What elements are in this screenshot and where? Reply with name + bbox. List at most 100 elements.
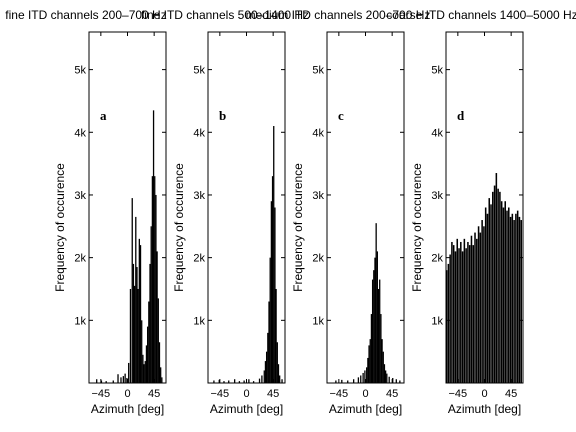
bar-16 bbox=[375, 223, 377, 383]
bar-6 bbox=[122, 376, 124, 383]
y-tick-label: 5k bbox=[431, 65, 443, 77]
bar-20 bbox=[481, 220, 483, 383]
bar-19 bbox=[379, 279, 381, 383]
bar-1 bbox=[341, 379, 343, 383]
bar-8 bbox=[366, 367, 368, 383]
panel-letter: b bbox=[219, 108, 226, 123]
panel-letter: a bbox=[100, 108, 107, 123]
bar-42 bbox=[520, 220, 522, 383]
bar-24 bbox=[384, 370, 387, 383]
bar-29 bbox=[399, 380, 401, 383]
y-tick-label: 4k bbox=[193, 127, 205, 139]
bar-1 bbox=[447, 263, 450, 383]
bar-31 bbox=[500, 201, 503, 383]
bar-31 bbox=[155, 194, 157, 383]
bar-4 bbox=[117, 374, 119, 383]
bar-35 bbox=[160, 367, 162, 383]
bar-3 bbox=[228, 380, 230, 383]
bar-18 bbox=[477, 226, 480, 383]
axes-frame bbox=[326, 31, 405, 384]
bar-0 bbox=[213, 380, 215, 383]
bar-25 bbox=[148, 301, 150, 383]
bar-23 bbox=[383, 364, 386, 383]
bar-28 bbox=[151, 176, 154, 383]
y-tick-label: 1k bbox=[431, 315, 443, 327]
bar-16 bbox=[474, 232, 476, 383]
bar-29 bbox=[152, 110, 155, 383]
bar-16 bbox=[269, 257, 271, 383]
bar-3 bbox=[112, 380, 114, 383]
y-tick-label: 1k bbox=[74, 315, 86, 327]
x-tick-label: −45 bbox=[330, 388, 349, 400]
bar-2 bbox=[347, 380, 349, 383]
x-tick-label: −45 bbox=[211, 388, 230, 400]
y-axis-label: Frequency of occurence bbox=[410, 163, 424, 292]
bar-7 bbox=[248, 379, 250, 383]
bar-28 bbox=[395, 379, 397, 383]
y-tick-label: 2k bbox=[193, 253, 205, 265]
bar-5 bbox=[360, 375, 362, 383]
bar-4 bbox=[452, 245, 455, 383]
bar-4 bbox=[234, 379, 236, 383]
bar-9 bbox=[128, 362, 130, 383]
bar-6 bbox=[243, 380, 245, 383]
bar-15 bbox=[472, 245, 475, 383]
bar-22 bbox=[144, 361, 146, 383]
bar-8 bbox=[460, 241, 462, 383]
bar-24 bbox=[146, 326, 149, 383]
bar-7 bbox=[458, 248, 460, 383]
bar-0 bbox=[446, 270, 448, 383]
bar-13 bbox=[265, 351, 268, 383]
bar-12 bbox=[264, 361, 267, 383]
bar-14 bbox=[267, 332, 269, 383]
bar-9 bbox=[367, 357, 369, 383]
y-tick-label: 3k bbox=[312, 190, 324, 202]
y-tick-label: 2k bbox=[74, 253, 86, 265]
bar-21 bbox=[275, 288, 277, 383]
bar-11 bbox=[369, 339, 371, 384]
bar-7 bbox=[124, 373, 126, 383]
x-axis-label: Azimuth [deg] bbox=[91, 402, 164, 416]
y-tick-label: 5k bbox=[193, 65, 205, 77]
bar-19 bbox=[141, 320, 143, 383]
bar-22 bbox=[484, 207, 487, 383]
panel-c: 1k 2k 3k 4k 5k −45 0 45 c Azimuth [deg] Frequency … bbox=[246, 8, 431, 416]
panel-d: 1k 2k 3k 4k 5k −45 0 45 d Azimuth [deg] Frequency … bbox=[386, 8, 576, 416]
bar-10 bbox=[261, 375, 263, 383]
bar-17 bbox=[270, 201, 273, 383]
bar-20 bbox=[274, 207, 276, 383]
x-axis-label: Azimuth [deg] bbox=[210, 402, 283, 416]
x-tick-label: 45 bbox=[386, 388, 398, 400]
bar-13 bbox=[468, 245, 471, 383]
bar-11 bbox=[263, 370, 265, 383]
x-tick-label: 45 bbox=[267, 388, 279, 400]
x-axis-label: Azimuth [deg] bbox=[329, 402, 402, 416]
bar-3 bbox=[353, 379, 355, 383]
bar-14 bbox=[373, 270, 375, 383]
bar-16 bbox=[137, 288, 139, 383]
bar-13 bbox=[371, 279, 374, 383]
bar-10 bbox=[368, 345, 370, 383]
panel-letter: d bbox=[457, 108, 465, 123]
bar-12 bbox=[370, 314, 373, 383]
y-axis-label: Frequency of occurence bbox=[291, 163, 305, 292]
bar-40 bbox=[516, 210, 519, 383]
bars bbox=[213, 126, 283, 384]
panel-title: coarse ITD channels 1400–5000 Hz bbox=[386, 8, 576, 22]
panel-title: medium ITD channels 200–700 Hz bbox=[246, 8, 431, 22]
y-tick-label: 2k bbox=[431, 253, 443, 265]
bar-14 bbox=[135, 216, 137, 383]
bar-25 bbox=[281, 379, 283, 383]
bar-34 bbox=[506, 210, 508, 383]
bar-1 bbox=[218, 379, 220, 383]
bar-12 bbox=[467, 241, 469, 383]
x-tick-label: −45 bbox=[449, 388, 468, 400]
bar-3 bbox=[451, 241, 453, 383]
bar-9 bbox=[258, 378, 261, 383]
bar-15 bbox=[268, 301, 270, 383]
panel-title: fine ITD channels 500–1400 Hz bbox=[141, 8, 309, 22]
bar-36 bbox=[509, 216, 512, 383]
bar-11 bbox=[131, 198, 133, 383]
bar-19 bbox=[479, 232, 482, 383]
bar-7 bbox=[364, 370, 366, 383]
